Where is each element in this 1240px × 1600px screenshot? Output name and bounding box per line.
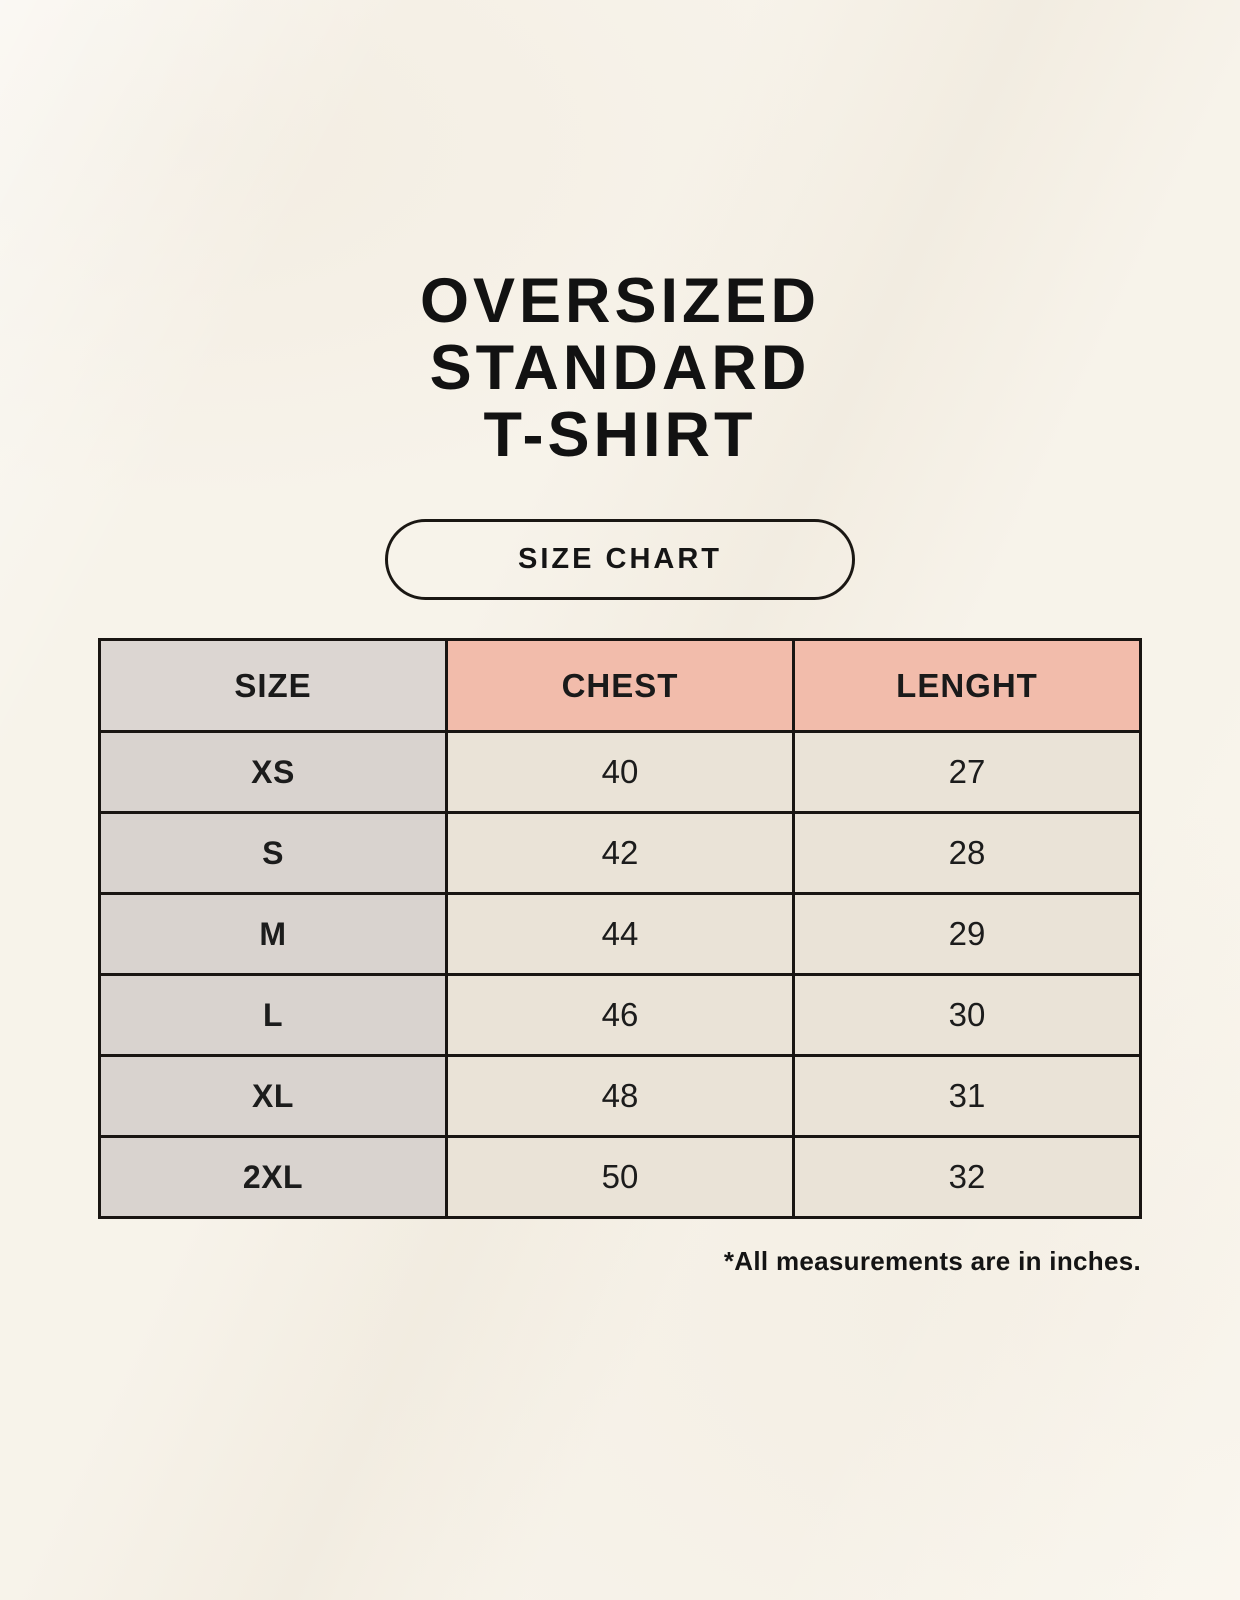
- table-row: 2XL 50 32: [98, 1135, 1142, 1219]
- title-line-2: STANDARD: [429, 333, 811, 403]
- size-cell: S: [98, 811, 448, 895]
- size-cell: 2XL: [98, 1135, 448, 1219]
- length-cell: 32: [792, 1135, 1142, 1219]
- table-row: L 46 30: [98, 973, 1142, 1057]
- column-header-chest: CHEST: [445, 638, 795, 733]
- size-cell: L: [98, 973, 448, 1057]
- size-chart-table: SIZE CHEST LENGHT XS 40 27 S 42 28 M 44 29 L 46 30 X…: [98, 638, 1142, 1219]
- table-row: S 42 28: [98, 811, 1142, 895]
- page-title: OVERSIZED STANDARD T-SHIRT: [0, 268, 1240, 469]
- length-cell: 29: [792, 892, 1142, 976]
- size-cell: XL: [98, 1054, 448, 1138]
- chest-cell: 40: [445, 730, 795, 814]
- length-cell: 31: [792, 1054, 1142, 1138]
- chest-cell: 50: [445, 1135, 795, 1219]
- table-header-row: SIZE CHEST LENGHT: [98, 638, 1142, 733]
- length-cell: 27: [792, 730, 1142, 814]
- size-chart-button[interactable]: SIZE CHART: [385, 519, 855, 600]
- size-cell: M: [98, 892, 448, 976]
- table-row: XS 40 27: [98, 730, 1142, 814]
- measurements-footnote: *All measurements are in inches.: [723, 1246, 1141, 1276]
- size-chart-button-label: SIZE CHART: [518, 543, 722, 575]
- title-line-3: T-SHIRT: [483, 400, 757, 470]
- title-line-1: OVERSIZED: [419, 266, 821, 336]
- length-cell: 28: [792, 811, 1142, 895]
- column-header-length: LENGHT: [792, 638, 1142, 733]
- table-header: SIZE CHEST LENGHT: [98, 638, 1142, 733]
- table-row: XL 48 31: [98, 1054, 1142, 1138]
- chest-cell: 48: [445, 1054, 795, 1138]
- size-cell: XS: [98, 730, 448, 814]
- column-header-size: SIZE: [98, 638, 448, 733]
- table-row: M 44 29: [98, 892, 1142, 976]
- length-cell: 30: [792, 973, 1142, 1057]
- chest-cell: 42: [445, 811, 795, 895]
- size-table-body: XS 40 27 S 42 28 M 44 29 L 46 30 XL 48 31 2XL 50 32: [98, 730, 1142, 1219]
- chest-cell: 44: [445, 892, 795, 976]
- chest-cell: 46: [445, 973, 795, 1057]
